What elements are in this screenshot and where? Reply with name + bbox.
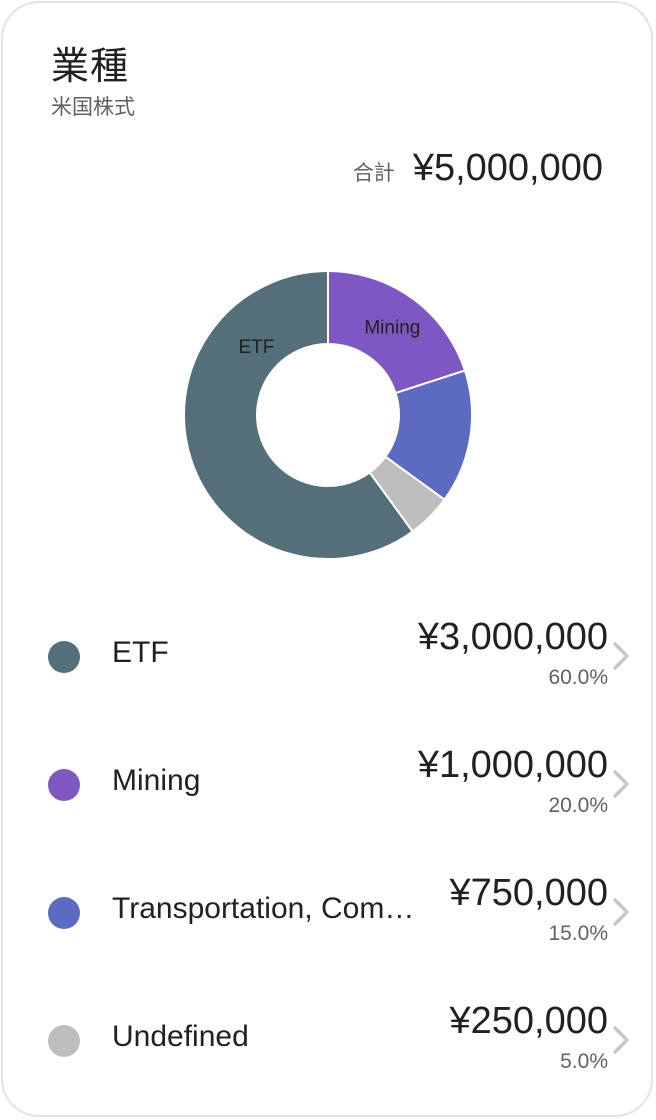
chevron-right-icon [613,1026,629,1054]
card-subtitle: 米国株式 [51,95,135,119]
legend-name: Mining [112,764,201,797]
donut-slice-3[interactable] [368,455,446,533]
chevron-right-icon [613,770,629,798]
donut-slice-0[interactable] [183,269,415,560]
chevron-right-icon [613,642,629,670]
donut-chart: ETF Mining [183,269,473,560]
legend-color-dot [48,1025,80,1057]
legend-name: ETF [112,636,169,669]
total-label: 合計 [352,161,395,185]
legend-color-dot [48,769,80,801]
total-row: 合計 ¥5,000,000 [353,147,603,190]
slice-label-0: ETF [238,337,274,358]
card-title: 業種 [51,44,130,88]
legend-percent: 15.0% [548,922,608,945]
donut-slice-1[interactable] [327,269,467,395]
legend-percent: 5.0% [560,1050,608,1073]
total-value: ¥5,000,000 [412,147,603,189]
legend-amount: ¥3,000,000 [417,616,608,658]
legend-percent: 60.0% [548,666,608,689]
legend-amount: ¥250,000 [449,1000,609,1042]
chevron-right-icon [613,898,629,926]
legend-row-transportation[interactable]: Transportation, Com… ¥750,000 15.0% [0,856,656,966]
legend-color-dot [48,641,80,673]
legend-amount: ¥750,000 [449,872,609,914]
legend-percent: 20.0% [548,794,608,817]
slice-label-1: Mining [364,317,420,338]
legend-row-undefined[interactable]: Undefined ¥250,000 5.0% [0,984,656,1094]
legend-row-etf[interactable]: ETF ¥3,000,000 60.0% [0,600,656,710]
legend-row-mining[interactable]: Mining ¥1,000,000 20.0% [0,728,656,838]
legend-name: Transportation, Com… [112,892,415,925]
legend-name: Undefined [112,1020,249,1053]
legend-color-dot [48,897,80,929]
legend-amount: ¥1,000,000 [417,744,608,786]
